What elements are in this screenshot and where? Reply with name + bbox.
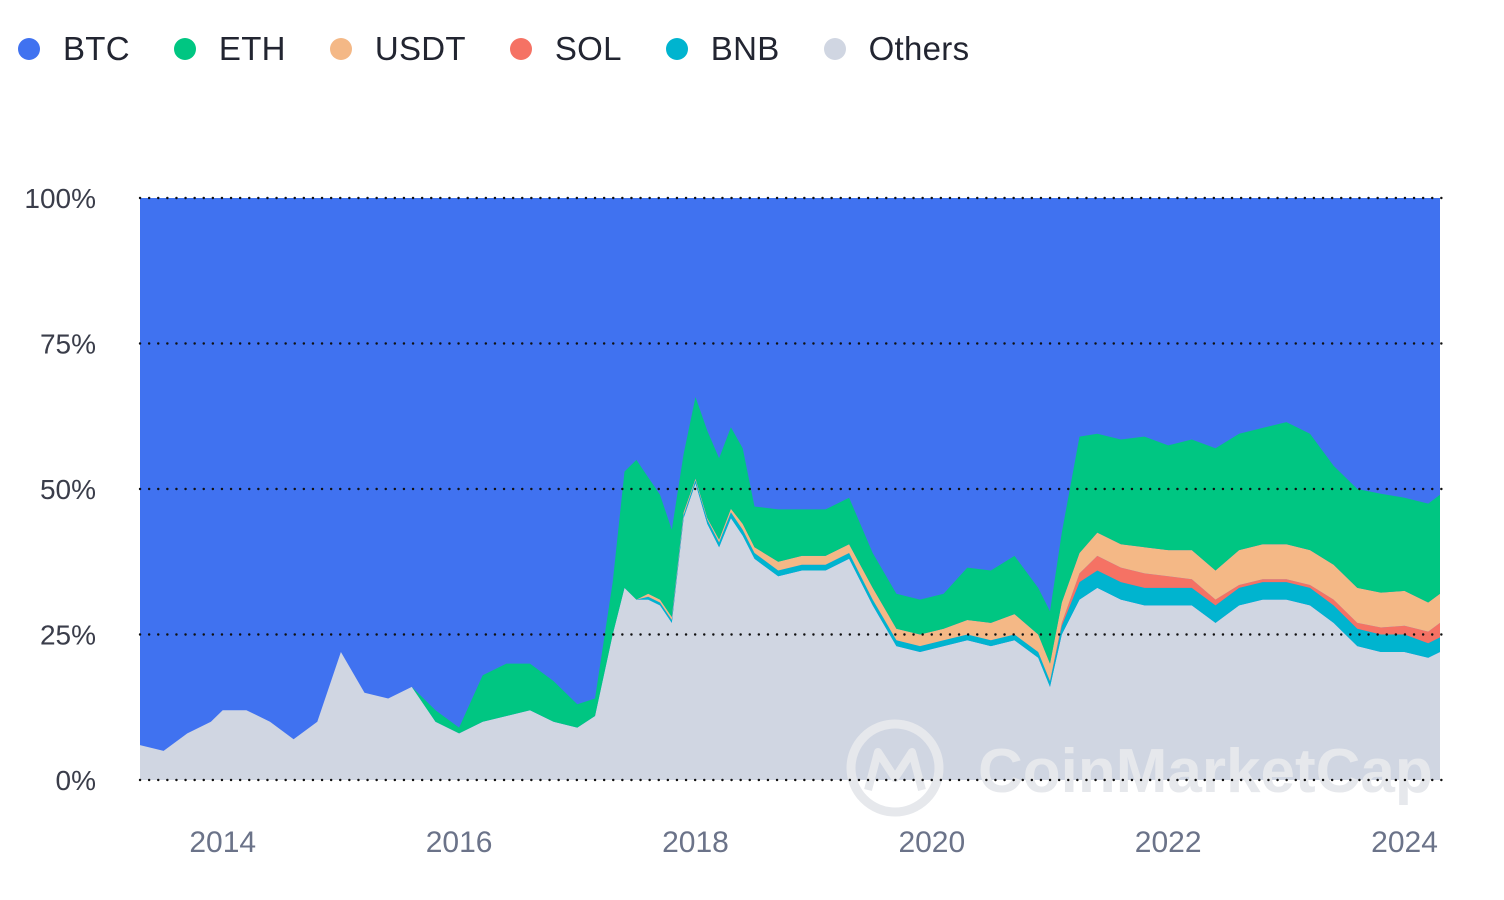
y-tick-label-100: 100% <box>24 183 96 214</box>
y-axis-ticks: 100% 75% 50% 25% 0% <box>24 183 96 796</box>
legend-item-sol[interactable]: SOL <box>509 30 622 68</box>
x-tick-label-2018: 2018 <box>662 826 729 859</box>
legend-dot-eth <box>173 38 196 60</box>
watermark-logo-icon <box>846 719 944 817</box>
legend-label-sol: SOL <box>554 30 622 67</box>
legend-dot-usdt <box>329 38 352 60</box>
legend-dot-sol <box>509 38 532 60</box>
watermark-logo-wave-icon <box>864 748 926 792</box>
y-tick-label-0: 0% <box>56 765 96 796</box>
legend-dot-btc <box>18 38 40 60</box>
x-tick-label-2024: 2024 <box>1371 826 1438 859</box>
area-usdt <box>140 478 1440 751</box>
watermark-text: CoinMarketCap <box>978 737 1433 806</box>
y-tick-label-75: 75% <box>40 329 96 360</box>
watermark: CoinMarketCap <box>846 719 1433 817</box>
area-others <box>140 483 1440 780</box>
x-tick-label-2016: 2016 <box>426 826 493 859</box>
y-tick-label-50: 50% <box>40 474 96 505</box>
legend-item-usdt[interactable]: USDT <box>329 30 466 68</box>
grid-lines <box>138 196 1452 782</box>
legend-dot-bnb <box>665 38 688 60</box>
x-axis-ticks: 2014 2016 2018 2020 2022 2024 <box>189 826 1438 859</box>
area-series-group <box>140 198 1440 780</box>
legend-item-bnb[interactable]: BNB <box>665 30 780 68</box>
legend-item-btc[interactable]: BTC <box>18 30 130 68</box>
chart-legend: BTC ETH USDT SOL BNB Others <box>18 30 1013 68</box>
x-tick-label-2022: 2022 <box>1135 826 1202 859</box>
x-tick-label-2020: 2020 <box>898 826 965 859</box>
legend-label-usdt: USDT <box>374 30 466 67</box>
legend-item-others[interactable]: Others <box>823 30 970 68</box>
legend-item-eth[interactable]: ETH <box>173 30 286 68</box>
x-tick-label-2014: 2014 <box>189 826 256 859</box>
legend-dot-others <box>823 38 846 60</box>
legend-label-eth: ETH <box>218 30 286 67</box>
area-eth <box>140 397 1440 751</box>
legend-label-others: Others <box>868 30 970 67</box>
y-tick-label-25: 25% <box>40 620 96 651</box>
legend-label-bnb: BNB <box>710 30 780 67</box>
legend-label-btc: BTC <box>63 30 130 67</box>
